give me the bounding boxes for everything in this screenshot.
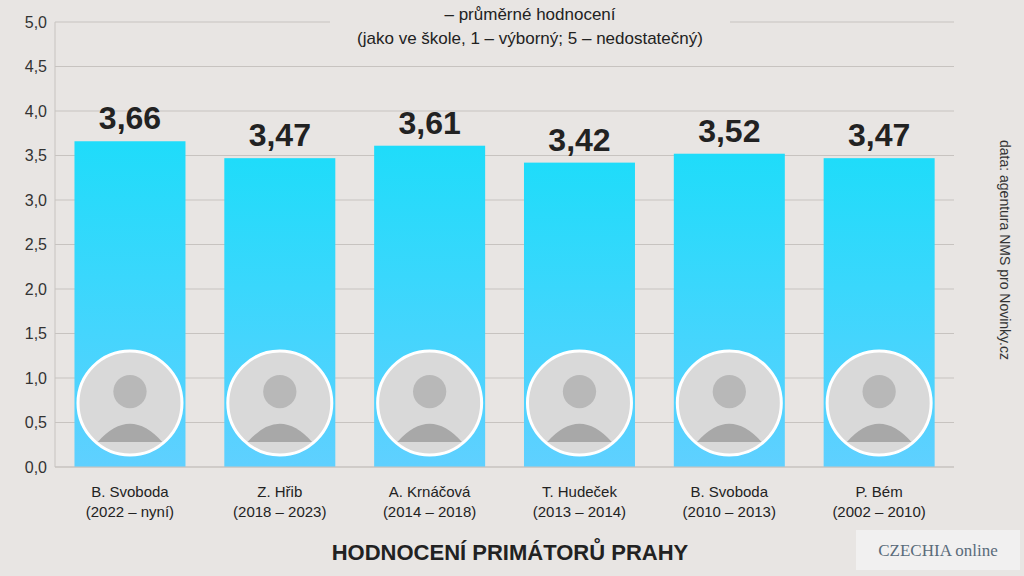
svg-text:3,42: 3,42 xyxy=(548,122,610,158)
svg-text:3,52: 3,52 xyxy=(698,113,760,149)
svg-text:HODNOCENÍ PRIMÁTORŮ PRAHY: HODNOCENÍ PRIMÁTORŮ PRAHY xyxy=(332,537,689,565)
svg-text:(2013 – 2014): (2013 – 2014) xyxy=(533,503,626,520)
svg-text:(2018 – 2023): (2018 – 2023) xyxy=(233,503,326,520)
svg-text:3,66: 3,66 xyxy=(99,100,161,136)
svg-text:P. Bém: P. Bém xyxy=(855,483,902,500)
svg-text:2,5: 2,5 xyxy=(25,236,47,253)
svg-text:(2010 – 2013): (2010 – 2013) xyxy=(683,503,776,520)
svg-text:– průměrné hodnocení: – průměrné hodnocení xyxy=(444,5,615,24)
svg-text:1,5: 1,5 xyxy=(25,325,47,342)
svg-text:B. Svoboda: B. Svoboda xyxy=(91,483,169,500)
svg-text:(jako ve škole, 1 – výborný; 5: (jako ve škole, 1 – výborný; 5 – nedosta… xyxy=(357,29,703,48)
svg-text:3,0: 3,0 xyxy=(25,192,47,209)
svg-text:5,0: 5,0 xyxy=(25,14,47,31)
svg-text:2,0: 2,0 xyxy=(25,281,47,298)
svg-text:A. Krnáčová: A. Krnáčová xyxy=(389,483,471,500)
svg-text:4,0: 4,0 xyxy=(25,103,47,120)
svg-text:1,0: 1,0 xyxy=(25,370,47,387)
svg-text:T. Hudeček: T. Hudeček xyxy=(542,483,618,500)
svg-text:3,47: 3,47 xyxy=(249,117,311,153)
svg-text:CZECHIA online: CZECHIA online xyxy=(878,541,997,560)
svg-text:(2002 – 2010): (2002 – 2010) xyxy=(832,503,925,520)
svg-text:4,5: 4,5 xyxy=(25,58,47,75)
svg-text:3,5: 3,5 xyxy=(25,147,47,164)
svg-text:(2022 – nyní): (2022 – nyní) xyxy=(86,503,174,520)
svg-text:3,47: 3,47 xyxy=(848,117,910,153)
svg-text:0,5: 0,5 xyxy=(25,414,47,431)
svg-text:B. Svoboda: B. Svoboda xyxy=(690,483,768,500)
svg-text:3,61: 3,61 xyxy=(399,105,461,141)
svg-text:data: agentura NMS pro Novinky: data: agentura NMS pro Novinky.cz xyxy=(997,140,1013,360)
svg-text:0,0: 0,0 xyxy=(25,459,47,476)
svg-text:(2014 – 2018): (2014 – 2018) xyxy=(383,503,476,520)
svg-text:Z. Hřib: Z. Hřib xyxy=(257,483,302,500)
